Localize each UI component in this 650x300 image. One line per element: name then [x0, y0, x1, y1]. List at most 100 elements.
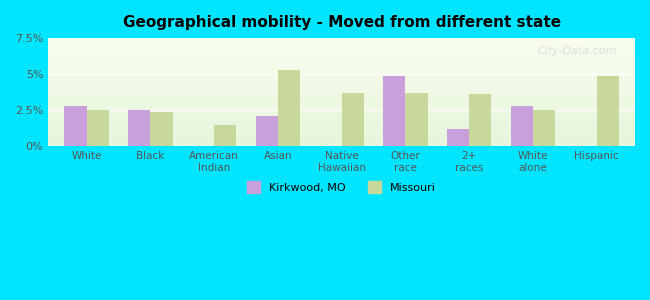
- Bar: [48, 115, 635, 116]
- Bar: [48, 107, 635, 109]
- Bar: [48, 142, 635, 143]
- Bar: [48, 105, 635, 106]
- Bar: [447, 129, 469, 146]
- Bar: [48, 38, 635, 39]
- Bar: [48, 59, 635, 60]
- Bar: [48, 140, 635, 141]
- Bar: [48, 122, 635, 123]
- Bar: [48, 74, 635, 75]
- Bar: [48, 138, 635, 139]
- Text: City-Data.com: City-Data.com: [538, 46, 617, 56]
- Bar: [342, 93, 364, 146]
- Bar: [597, 76, 619, 146]
- Bar: [48, 85, 635, 86]
- Bar: [48, 51, 635, 52]
- Bar: [48, 40, 635, 41]
- Bar: [48, 103, 635, 104]
- Bar: [48, 49, 635, 50]
- Bar: [48, 141, 635, 142]
- Title: Geographical mobility - Moved from different state: Geographical mobility - Moved from diffe…: [123, 15, 561, 30]
- Bar: [48, 66, 635, 68]
- Bar: [48, 106, 635, 107]
- Bar: [48, 60, 635, 61]
- Bar: [48, 131, 635, 132]
- Bar: [48, 47, 635, 48]
- Bar: [48, 75, 635, 76]
- Bar: [48, 94, 635, 95]
- Bar: [48, 86, 635, 87]
- Bar: [48, 39, 635, 40]
- Bar: [48, 104, 635, 105]
- Bar: [48, 79, 635, 80]
- Bar: [48, 82, 635, 84]
- Bar: [48, 134, 635, 136]
- Bar: [150, 112, 173, 146]
- Bar: [48, 46, 635, 47]
- Bar: [48, 44, 635, 45]
- Bar: [48, 143, 635, 144]
- Bar: [48, 128, 635, 129]
- Bar: [48, 62, 635, 63]
- Bar: [48, 95, 635, 97]
- Bar: [48, 53, 635, 54]
- Bar: [48, 109, 635, 110]
- Bar: [48, 139, 635, 140]
- Bar: [48, 58, 635, 59]
- Bar: [48, 65, 635, 66]
- Bar: [48, 119, 635, 120]
- Bar: [48, 137, 635, 138]
- Bar: [48, 93, 635, 94]
- Bar: [48, 87, 635, 88]
- Bar: [48, 129, 635, 130]
- Bar: [48, 113, 635, 114]
- Bar: [48, 52, 635, 53]
- Bar: [214, 125, 237, 146]
- Bar: [48, 125, 635, 126]
- Bar: [469, 94, 491, 146]
- Bar: [48, 76, 635, 77]
- Bar: [48, 102, 635, 103]
- Bar: [511, 106, 533, 146]
- Bar: [48, 100, 635, 101]
- Bar: [48, 101, 635, 102]
- Bar: [48, 117, 635, 118]
- Bar: [48, 80, 635, 81]
- Bar: [128, 110, 150, 146]
- Bar: [48, 72, 635, 73]
- Bar: [48, 54, 635, 56]
- Bar: [48, 123, 635, 124]
- Bar: [255, 116, 278, 146]
- Bar: [48, 111, 635, 112]
- Bar: [48, 118, 635, 119]
- Bar: [48, 114, 635, 115]
- Bar: [48, 132, 635, 134]
- Bar: [48, 70, 635, 72]
- Bar: [48, 68, 635, 70]
- Bar: [48, 63, 635, 64]
- Bar: [533, 110, 555, 146]
- Bar: [48, 78, 635, 79]
- Bar: [48, 127, 635, 128]
- Bar: [48, 91, 635, 92]
- Bar: [48, 136, 635, 137]
- Bar: [48, 42, 635, 44]
- Bar: [48, 126, 635, 127]
- Bar: [48, 92, 635, 93]
- Bar: [48, 99, 635, 100]
- Bar: [48, 124, 635, 125]
- Bar: [48, 61, 635, 62]
- Bar: [48, 84, 635, 85]
- Bar: [48, 73, 635, 74]
- Bar: [48, 90, 635, 91]
- Bar: [48, 88, 635, 89]
- Bar: [48, 98, 635, 99]
- Bar: [383, 76, 406, 146]
- Bar: [48, 112, 635, 113]
- Bar: [48, 81, 635, 83]
- Bar: [48, 48, 635, 49]
- Bar: [48, 56, 635, 58]
- Bar: [48, 41, 635, 42]
- Bar: [48, 120, 635, 122]
- Bar: [48, 77, 635, 78]
- Bar: [48, 50, 635, 51]
